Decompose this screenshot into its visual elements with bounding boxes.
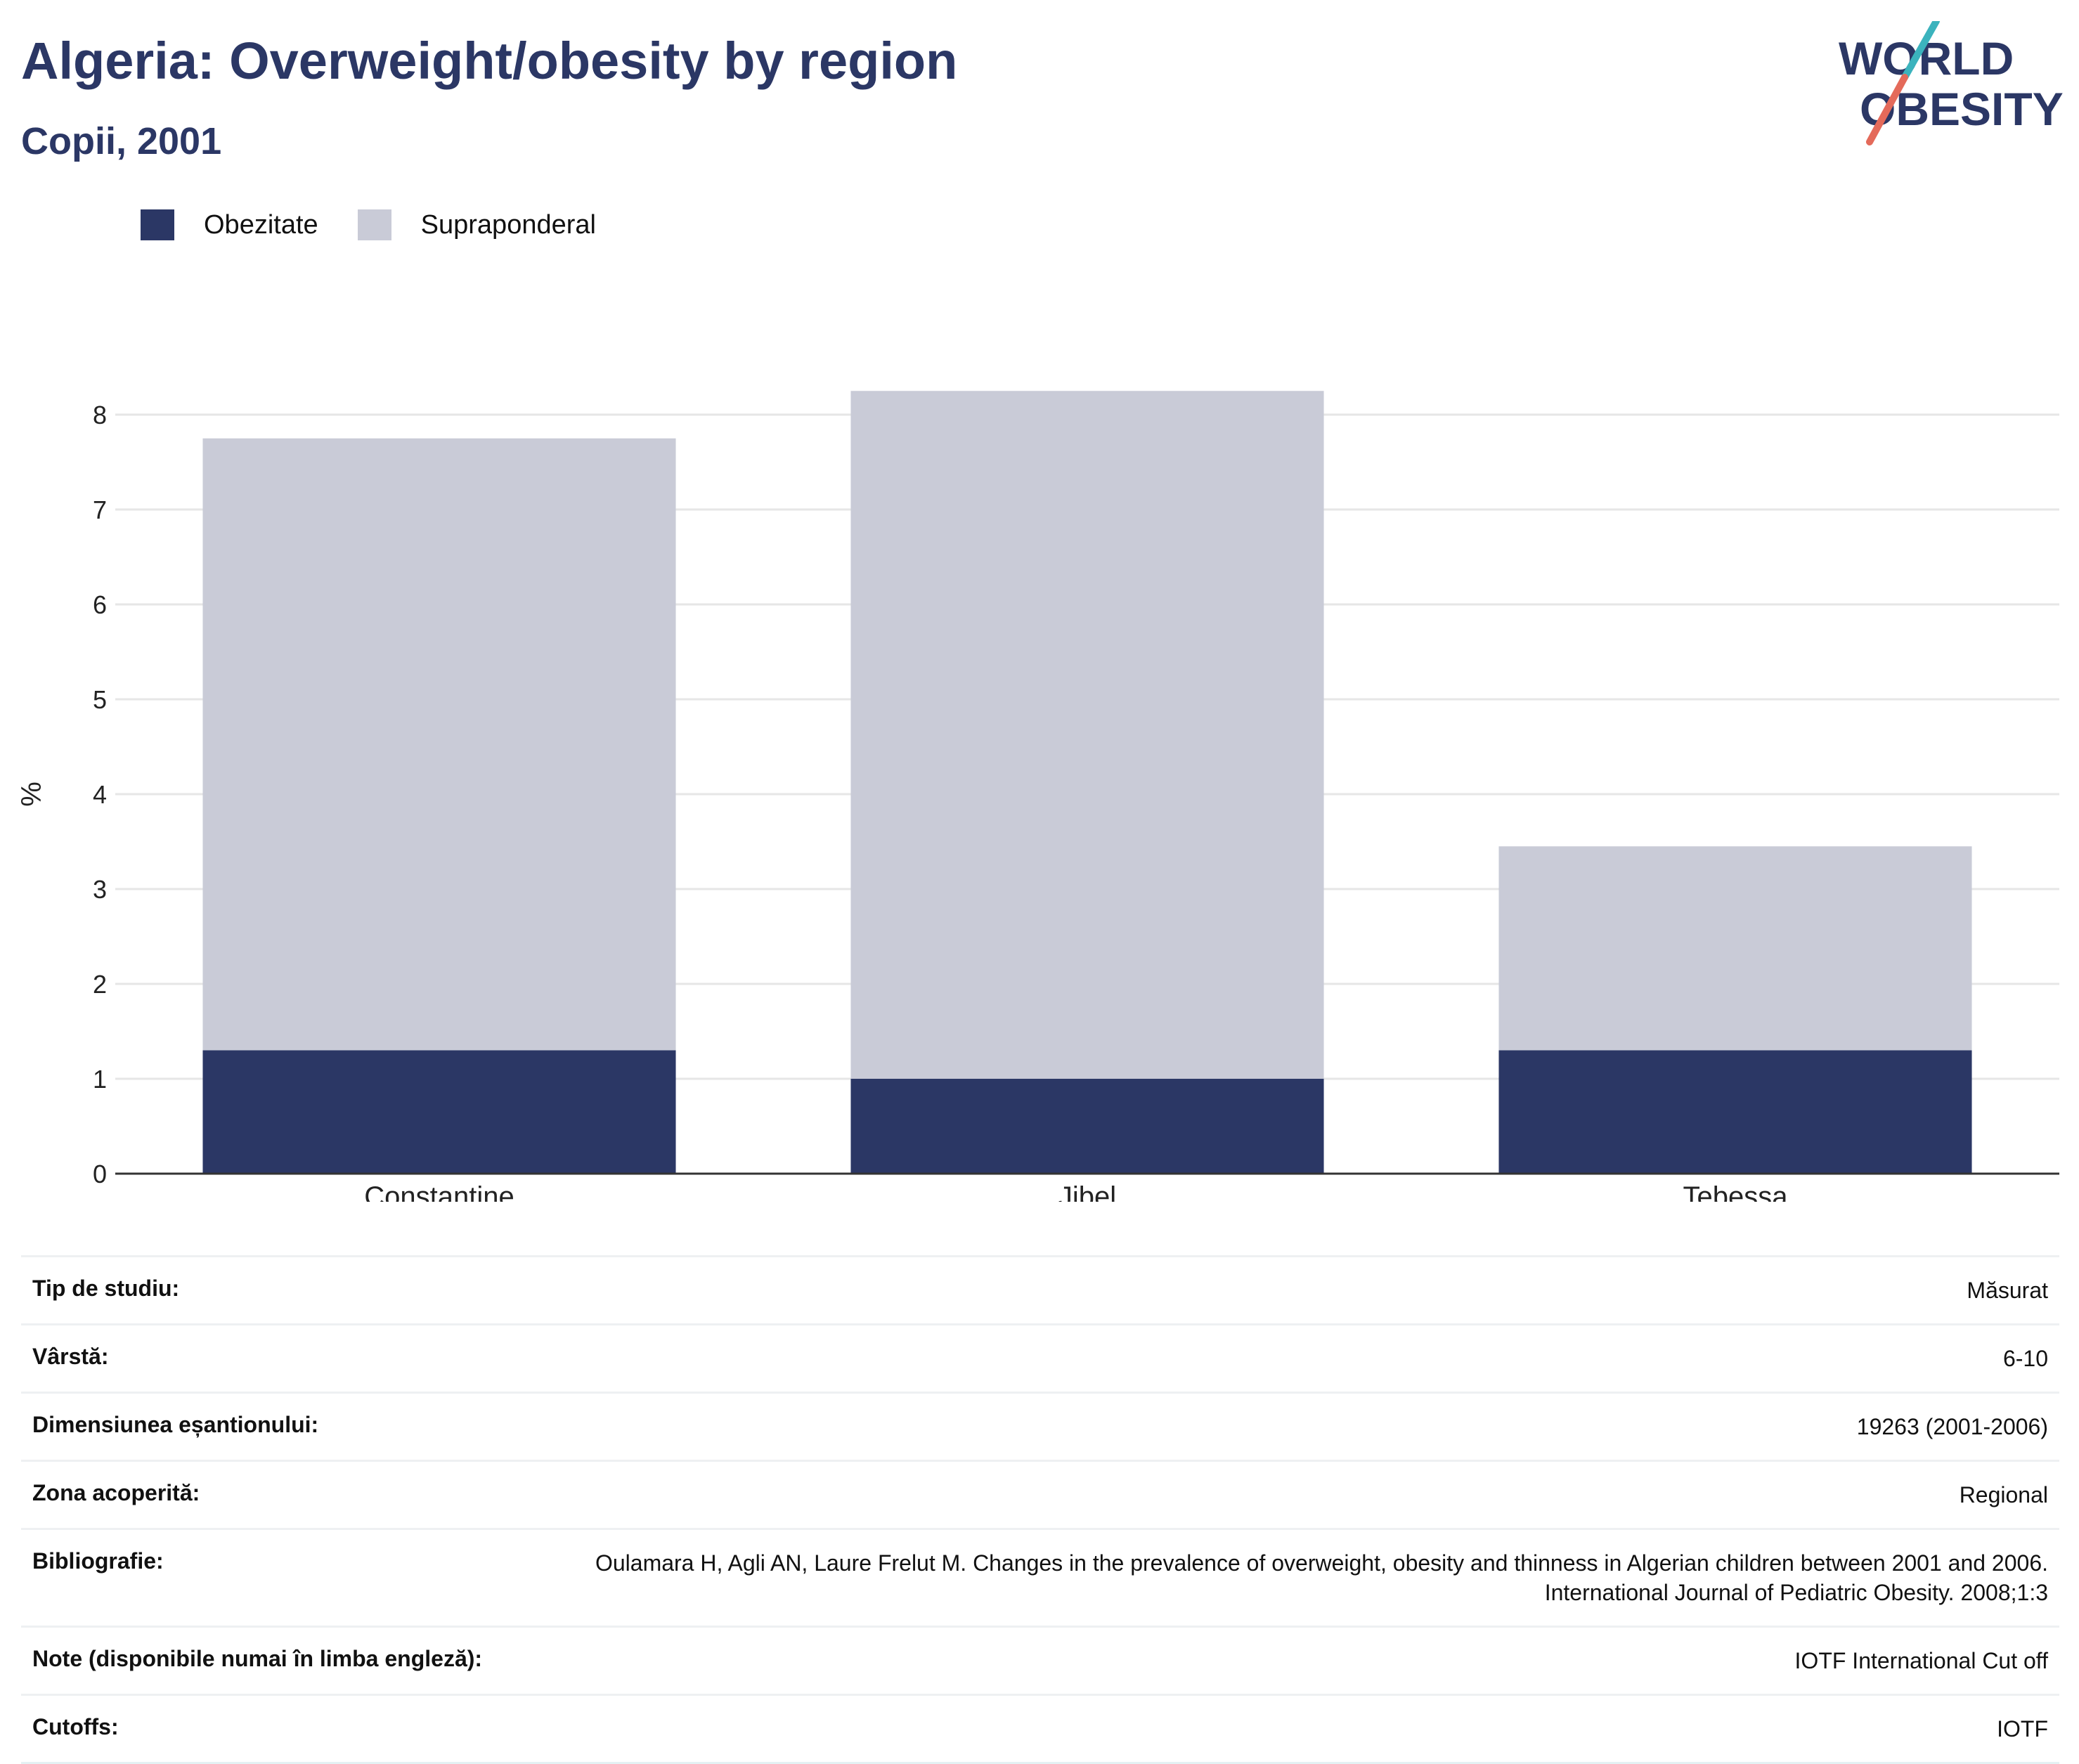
- legend-label: Obezitate: [204, 209, 318, 240]
- bar-overweight: [1498, 846, 1972, 1051]
- info-row: Zona acoperită: Regional: [21, 1460, 2059, 1528]
- info-value: Măsurat: [1967, 1278, 2048, 1303]
- legend: Obezitate Supraponderal: [141, 209, 635, 240]
- legend-item-overweight[interactable]: Supraponderal: [357, 209, 596, 240]
- x-tick-label: Jibel: [1058, 1181, 1116, 1202]
- y-tick-label: 6: [93, 590, 107, 619]
- logo-coral-slash: [1866, 74, 1908, 145]
- legend-swatch-obesity: [141, 209, 174, 240]
- y-tick-label: 7: [93, 495, 107, 524]
- bar-chart: 0 1 2 3 4 5 6 7 8% Constantine Jibel Tebessa: [16, 391, 2059, 1202]
- y-tick-label: 4: [93, 780, 107, 809]
- info-key: Dimensiunea eșantionului:: [32, 1412, 319, 1437]
- info-row: Cutoffs: IOTF: [21, 1694, 2059, 1764]
- bar-obesity: [850, 1079, 1324, 1174]
- y-tick-label: 2: [93, 970, 107, 999]
- info-value: 6-10: [2002, 1346, 2048, 1371]
- x-tick-label: Constantine: [364, 1181, 514, 1202]
- y-axis-label: %: [16, 782, 47, 807]
- info-value: Oulamara H, Agli AN, Laure Frelut M. Cha…: [595, 1550, 2048, 1605]
- chart-subtitle: Copii, 2001: [21, 120, 222, 162]
- info-key: Tip de studiu:: [32, 1276, 180, 1301]
- world-obesity-logo: WORLD OBESITY: [1839, 21, 2064, 145]
- chart-title: Algeria: Overweight/obesity by region: [21, 32, 958, 90]
- info-row: Note (disponibile numai în limba engleză…: [21, 1626, 2059, 1694]
- y-tick-label: 5: [93, 685, 107, 714]
- info-row: Vârstă: 6-10: [21, 1323, 2059, 1392]
- bar-obesity: [202, 1050, 676, 1174]
- info-row: Dimensiunea eșantionului: 19263 (2001-20…: [21, 1392, 2059, 1460]
- bar-overweight: [850, 391, 1324, 1079]
- info-value: Regional: [1959, 1482, 2048, 1507]
- info-key: Note (disponibile numai în limba engleză…: [32, 1646, 483, 1671]
- x-tick-label: Tebessa: [1683, 1181, 1789, 1202]
- info-row: Tip de studiu: Măsurat: [21, 1255, 2059, 1323]
- y-tick-label: 1: [93, 1065, 107, 1094]
- info-key: Bibliografie:: [32, 1548, 164, 1574]
- y-tick-label: 8: [93, 401, 107, 429]
- legend-swatch-overweight: [357, 209, 391, 240]
- legend-item-obesity[interactable]: Obezitate: [141, 209, 318, 240]
- info-row: Bibliografie: Oulamara H, Agli AN, Laure…: [21, 1528, 2059, 1626]
- y-tick-label: 0: [93, 1160, 107, 1188]
- study-info-table: Tip de studiu: Măsurat Vârstă: 6-10 Dime…: [21, 1255, 2059, 1764]
- y-tick-label: 3: [93, 875, 107, 904]
- bar-overweight: [202, 438, 676, 1051]
- info-key: Cutoffs:: [32, 1714, 119, 1739]
- info-key: Vârstă:: [32, 1344, 109, 1369]
- bar-obesity: [1498, 1050, 1972, 1174]
- info-value: IOTF International Cut off: [1794, 1648, 2048, 1673]
- info-value: 19263 (2001-2006): [1856, 1414, 2048, 1439]
- legend-label: Supraponderal: [420, 209, 596, 240]
- info-value: IOTF: [1997, 1716, 2048, 1742]
- info-key: Zona acoperită:: [32, 1480, 200, 1505]
- logo-teal-slash: [1901, 21, 1940, 81]
